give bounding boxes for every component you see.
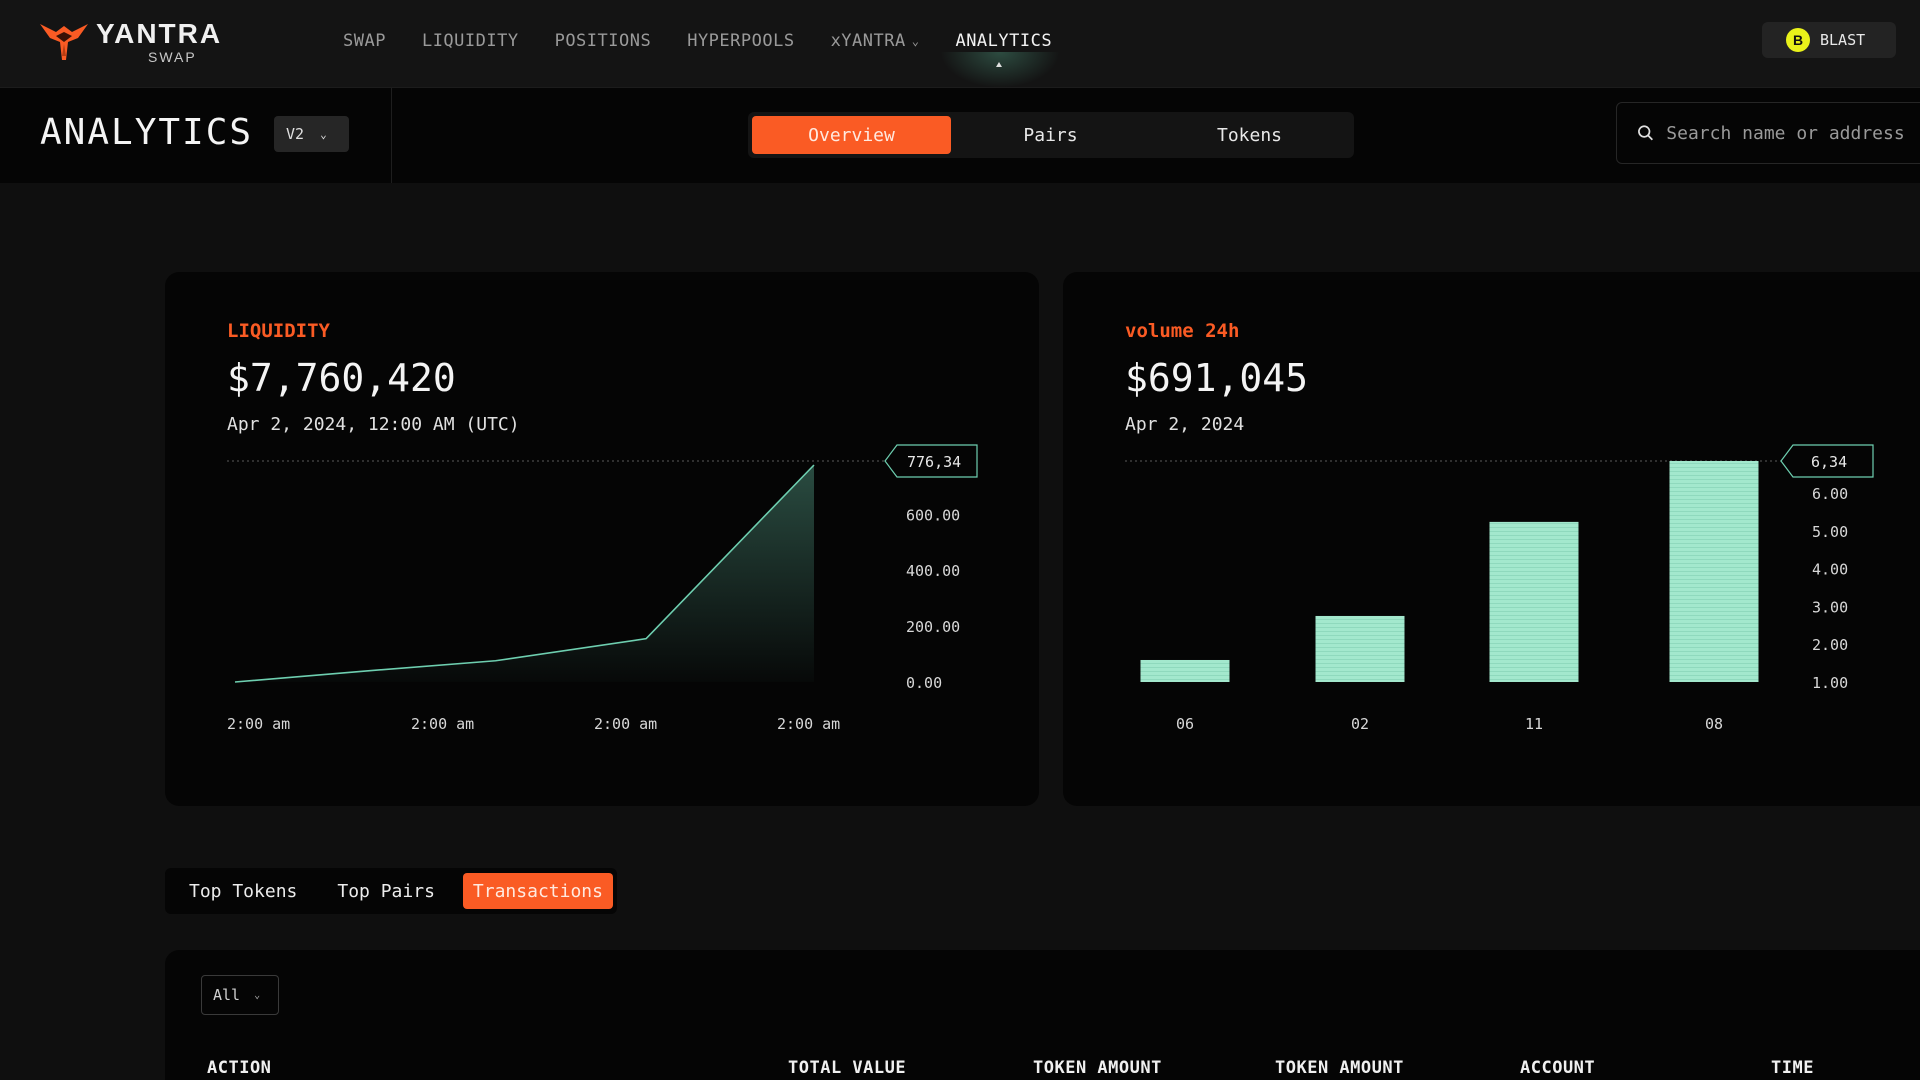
transaction-filter-select[interactable]: All ⌄ [201, 975, 279, 1015]
sub-header: ANALYTICS V2 ⌄ Overview Pairs Tokens [0, 88, 1920, 183]
chevron-down-icon: ⌄ [320, 127, 327, 141]
tab-top-tokens[interactable]: Top Tokens [189, 880, 298, 902]
tab-tokens[interactable]: Tokens [1216, 124, 1283, 146]
max-value-marker [1780, 444, 1874, 478]
blast-icon: B [1786, 28, 1810, 52]
nav-positions[interactable]: POSITIONS [554, 31, 652, 51]
network-label: BLAST [1820, 31, 1866, 49]
y-tick-label: 3.00 [1812, 598, 1848, 616]
x-tick-label: 06 [1176, 715, 1194, 733]
analytics-tabs: Overview Pairs Tokens [748, 112, 1354, 158]
y-tick-label: 5.00 [1812, 523, 1848, 541]
y-tick-label: 4.00 [1812, 561, 1848, 579]
brand-subtitle: SWAP [148, 49, 197, 65]
max-value-marker [884, 444, 978, 478]
liquidity-area [235, 465, 814, 682]
nav-analytics[interactable]: ANALYTICS [955, 31, 1053, 51]
liquidity-label: LIQUIDITY [227, 320, 330, 342]
volume-date: Apr 2, 2024 [1125, 414, 1245, 435]
table-tabs: Top Tokens Top Pairs Transactions [165, 868, 617, 914]
max-value-label: 6,34 [1811, 453, 1847, 471]
y-tick-label: 2.00 [1812, 636, 1848, 654]
liquidity-value: $7,760,420 [227, 356, 456, 400]
tab-top-pairs[interactable]: Top Pairs [337, 880, 435, 902]
y-tick-label: 1.00 [1812, 674, 1848, 692]
liquidity-line [234, 464, 815, 683]
active-nav-glow [940, 52, 1060, 88]
nav-xyantra[interactable]: xYANTRA ⌄ [831, 26, 920, 56]
column-header-token-amount-b[interactable]: TOKEN AMOUNT [1275, 1058, 1404, 1078]
nav-swap[interactable]: SWAP [343, 31, 386, 51]
tab-overview[interactable]: Overview [752, 116, 951, 154]
volume-bar [1489, 521, 1579, 682]
brand-logo[interactable]: YANTRA SWAP [38, 20, 222, 64]
top-nav: YANTRA SWAP SWAP LIQUIDITY POSITIONS HYP… [0, 0, 1920, 88]
volume-bar [1669, 461, 1759, 682]
column-header-total-value[interactable]: TOTAL VALUE [788, 1058, 907, 1078]
column-header-action[interactable]: ACTION [207, 1058, 272, 1078]
max-value-label: 776,34 [907, 453, 961, 471]
search-input[interactable] [1666, 122, 1920, 144]
volume-bar [1140, 659, 1230, 682]
liquidity-date: Apr 2, 2024, 12:00 AM (UTC) [227, 414, 520, 435]
column-header-account[interactable]: ACCOUNT [1520, 1058, 1596, 1078]
volume-bar [1315, 615, 1405, 682]
brand-name: YANTRA [96, 18, 223, 49]
chevron-down-icon: ⌄ [254, 989, 261, 1001]
tab-transactions[interactable]: Transactions [462, 873, 613, 909]
x-tick-label: 2:00 am [227, 715, 290, 733]
network-selector-button[interactable]: B BLAST [1762, 22, 1896, 58]
volume-card: volume 24h $691,045 Apr 2, 2024 06 02 11 08… [1063, 272, 1920, 806]
x-tick-label: 2:00 am [777, 715, 840, 733]
search-icon [1638, 125, 1653, 141]
page-title: ANALYTICS [40, 112, 254, 153]
transactions-card: All ⌄ ACTION TOTAL VALUE TOKEN AMOUNT TO… [165, 950, 1920, 1080]
chevron-down-icon: ⌄ [911, 34, 920, 48]
title-section: ANALYTICS V2 ⌄ [0, 88, 392, 183]
y-tick-label: 6.00 [1812, 485, 1848, 503]
y-tick-label: 200.00 [906, 618, 960, 636]
liquidity-chart: 776,34 0.00 200.00 400.00 600.00 2:00 am 2:00 … [227, 444, 978, 733]
active-nav-indicator [996, 62, 1002, 67]
volume-label: volume 24h [1125, 320, 1240, 342]
search-box [1616, 102, 1920, 164]
liquidity-card: LIQUIDITY $7,760,420 Apr 2, 2024, 12:00 … [165, 272, 1039, 806]
volume-chart: 06 02 11 08 6,34 1.00 2.00 3.00 4.00 5.00 6.00 [1125, 444, 1874, 733]
filter-value: All [213, 986, 241, 1004]
y-tick-label: 400.00 [906, 562, 960, 580]
nav-xyantra-label: xYANTRA [830, 31, 906, 51]
version-select[interactable]: V2 ⌄ [274, 116, 349, 152]
volume-value: $691,045 [1125, 356, 1309, 400]
y-tick-label: 600.00 [906, 506, 960, 524]
column-header-token-amount-a[interactable]: TOKEN AMOUNT [1033, 1058, 1162, 1078]
tab-pairs[interactable]: Pairs [1023, 124, 1078, 146]
y-tick-label: 0.00 [906, 674, 942, 692]
x-tick-label: 08 [1705, 715, 1723, 733]
nav-liquidity[interactable]: LIQUIDITY [421, 31, 519, 51]
main-nav: SWAP LIQUIDITY POSITIONS HYPERPOOLS xYAN… [343, 26, 1088, 56]
version-value: V2 [286, 125, 305, 143]
yantra-logo-icon [40, 24, 88, 60]
x-tick-label: 2:00 am [411, 715, 474, 733]
x-tick-label: 11 [1525, 715, 1543, 733]
nav-hyperpools[interactable]: HYPERPOOLS [687, 31, 795, 51]
x-tick-label: 2:00 am [594, 715, 657, 733]
x-tick-label: 02 [1351, 715, 1369, 733]
column-header-time[interactable]: TIME [1771, 1058, 1814, 1078]
